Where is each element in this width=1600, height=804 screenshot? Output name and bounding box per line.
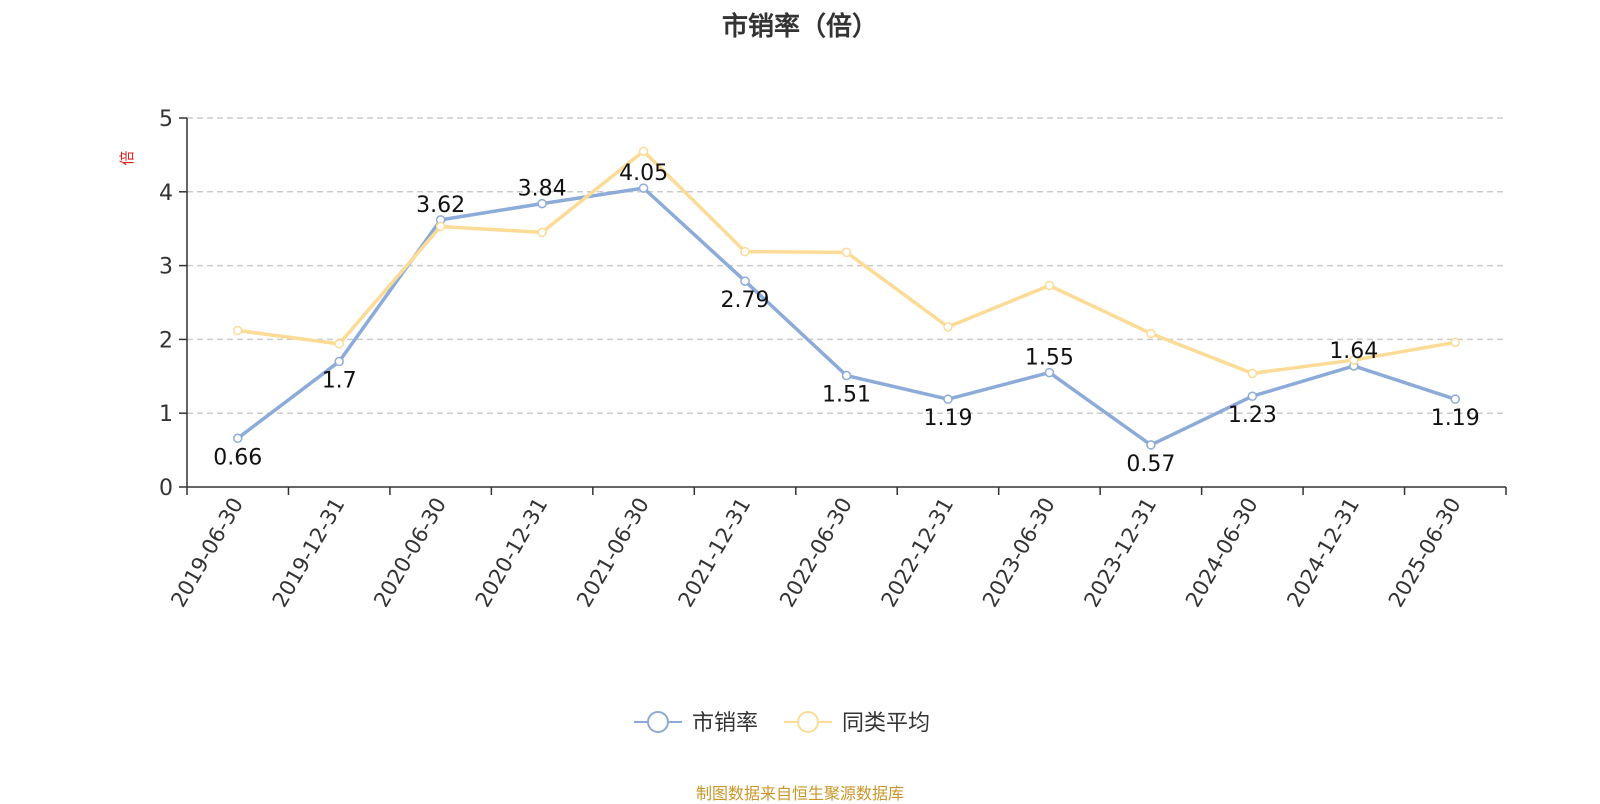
- data-point: [943, 322, 953, 332]
- x-tick-label: 2022-06-30: [775, 494, 857, 612]
- x-tick-label: 2021-06-30: [572, 494, 654, 612]
- data-label: 1.64: [1329, 339, 1378, 364]
- data-point: [232, 433, 243, 444]
- x-tick-label: 2020-06-30: [369, 494, 451, 612]
- y-tick-label: 5: [159, 107, 173, 132]
- data-label: 1.19: [1431, 406, 1480, 431]
- data-labels: 0.66 1.7 3.62 3.84 4.05 2.79 1.51 1.19 1.55 0.57 1…: [213, 161, 1480, 477]
- x-tick-label: 2020-12-31: [471, 494, 553, 612]
- x-tick-label: 2019-12-31: [268, 494, 350, 612]
- grid-lines: [187, 117, 1506, 414]
- x-tick-label: 2025-06-30: [1384, 494, 1466, 612]
- data-point: [1247, 368, 1258, 379]
- data-label: 0.66: [213, 445, 262, 470]
- y-tick-label: 4: [159, 181, 173, 206]
- legend[interactable]: 市销率 同类平均: [634, 711, 930, 736]
- data-label: 1.23: [1228, 403, 1277, 428]
- data-label: 3.84: [518, 177, 567, 202]
- data-point: [1247, 391, 1258, 401]
- legend-marker: [647, 711, 669, 733]
- y-tick-label: 2: [159, 328, 173, 353]
- series-lines: [232, 146, 1461, 450]
- data-point: [334, 339, 344, 349]
- y-tick-label: 3: [159, 255, 173, 280]
- data-point: [841, 370, 852, 381]
- data-label: 0.57: [1126, 452, 1175, 477]
- data-point: [740, 246, 750, 257]
- legend-item-1[interactable]: 市销率: [634, 711, 758, 736]
- data-point: [232, 325, 243, 336]
- data-point: [1146, 328, 1156, 339]
- data-point: [638, 146, 649, 156]
- data-point: [1450, 337, 1461, 348]
- legend-label: 市销率: [692, 711, 758, 736]
- data-point: [638, 183, 649, 193]
- data-point: [841, 247, 852, 258]
- x-tick-label: 2023-06-30: [978, 494, 1060, 612]
- data-point: [740, 276, 750, 286]
- legend-item-2[interactable]: 同类平均: [784, 711, 930, 736]
- y-axis-title: 倍: [118, 150, 136, 165]
- data-label: 1.55: [1025, 346, 1074, 371]
- data-point: [1450, 394, 1461, 404]
- data-point: [435, 221, 446, 232]
- data-point: [943, 394, 953, 404]
- data-label: 2.79: [721, 288, 770, 313]
- data-label: 1.7: [322, 369, 357, 394]
- data-point: [1044, 367, 1055, 378]
- y-tick-label: 0: [159, 476, 173, 501]
- data-label: 3.62: [416, 193, 465, 218]
- x-tick-label: 2023-12-31: [1079, 494, 1161, 612]
- data-label: 4.05: [619, 161, 668, 186]
- y-tick-label: 1: [159, 402, 173, 427]
- data-point: [1044, 280, 1055, 291]
- legend-marker: [797, 711, 819, 733]
- data-point: [334, 356, 344, 367]
- data-point: [1146, 440, 1156, 450]
- x-tick-label: 2019-06-30: [166, 494, 248, 612]
- x-tick-label: 2021-12-31: [674, 494, 756, 612]
- data-label: 1.19: [923, 406, 972, 431]
- x-tick-label: 2024-12-31: [1282, 494, 1364, 612]
- chart-title: 市销率（倍）: [721, 12, 878, 42]
- data-point: [1349, 355, 1359, 365]
- data-point: [537, 198, 547, 209]
- data-point: [537, 227, 547, 238]
- source-note: 制图数据来自恒生聚源数据库: [695, 784, 904, 803]
- x-tick-label: 2024-06-30: [1181, 494, 1263, 612]
- data-label: 1.51: [822, 383, 871, 408]
- x-tick-label: 2022-12-31: [876, 494, 958, 612]
- legend-label: 同类平均: [842, 711, 930, 736]
